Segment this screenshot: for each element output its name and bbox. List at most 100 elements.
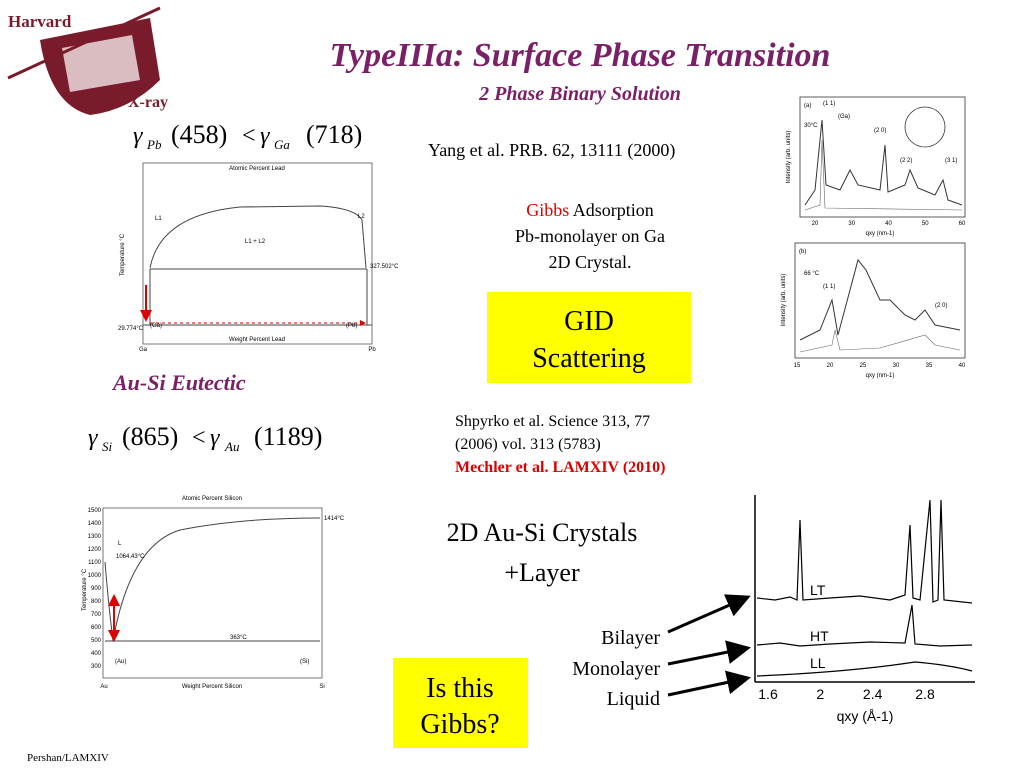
arrow — [667, 594, 751, 634]
tick-label: 25 — [860, 363, 867, 369]
footer: Pershan/LAMXIV — [27, 752, 109, 764]
region-label: (Si) — [300, 659, 309, 665]
layer-label: Liquid — [607, 688, 660, 710]
tick-label: 900 — [91, 586, 102, 592]
tick-labels: 15 20 25 30 35 40 — [794, 363, 966, 369]
peak-label: (2 2) — [900, 158, 912, 164]
region-label: (Ga) — [150, 323, 162, 329]
eq-symbol: γ — [88, 425, 98, 451]
box-text: GID — [564, 306, 614, 337]
layer-label: Bilayer — [601, 627, 660, 649]
phase-diagram: Atomic Percent Lead Weight Percent Lead … — [118, 162, 399, 353]
tick-label: 500 — [91, 638, 102, 644]
axis-title: Atomic Percent Lead — [229, 166, 285, 172]
panel-label: (b) — [799, 249, 806, 255]
end-label: Ga — [139, 347, 148, 353]
reference: (2006) vol. 313 (5783) — [455, 436, 601, 453]
peak-label: (2 0) — [935, 303, 947, 309]
xrd-figure: LT HT LL qxy (Å-1) 1.6 2 2.4 2.8 — [754, 495, 975, 724]
tick-label: 2 — [816, 686, 824, 702]
temp-label: 1064.43°C — [116, 554, 145, 560]
equation: γ Pb (458) < γ Ga (718) — [133, 120, 362, 152]
tick-label: 600 — [91, 625, 102, 631]
temp-label: 363°C — [230, 635, 247, 641]
eq-symbol: γ — [210, 425, 220, 451]
eq-symbol: γ — [260, 123, 270, 149]
eq-sub: Au — [224, 439, 240, 454]
tick-label: 30 — [848, 221, 855, 227]
region-label: L1 + L2 — [245, 239, 266, 245]
tick-label: 400 — [91, 651, 102, 657]
axis-title: Weight Percent Lead — [229, 337, 285, 343]
region-label: L2 — [358, 214, 365, 220]
eq-value: (458) — [171, 120, 227, 149]
axis-title: qxy (nm-1) — [866, 373, 895, 379]
eq-relation: < — [242, 123, 256, 149]
tick-label: 1500 — [88, 508, 102, 514]
tick-label: 2.8 — [915, 686, 935, 702]
equation: γ Si (865) < γ Au (1189) — [88, 422, 322, 454]
temp-label: 29.774°C — [118, 326, 144, 332]
eq-sub: Ga — [274, 137, 290, 152]
end-label: Au — [100, 684, 107, 690]
temp-label: 327.502°C — [370, 264, 399, 270]
box-text: Scattering — [532, 343, 646, 374]
peak-label: (Ga) — [838, 114, 850, 120]
tick-label: 800 — [91, 599, 102, 605]
axis-title: Temperature °C — [120, 233, 126, 276]
tick-label: 1200 — [88, 547, 102, 553]
gibbs-line: 2D Crystal. — [549, 252, 632, 272]
axis-title: Weight Percent Silicon — [182, 684, 242, 690]
axis-title: Intensity (arb. units) — [781, 274, 787, 327]
logo-top: Harvard — [8, 12, 72, 31]
peak-label: (1 1) — [823, 284, 835, 290]
curve-label: LT — [810, 582, 826, 598]
section-label: Au-Si Eutectic — [111, 370, 246, 395]
logo-bottom: X-ray — [128, 94, 168, 111]
panel-label: (a) — [804, 103, 811, 109]
peak-label: (1 1) — [823, 101, 835, 107]
tick-label: 30 — [893, 363, 900, 369]
reference: Mechler et al. LAMXIV (2010) — [455, 459, 665, 476]
peak-label: (2 0) — [874, 128, 886, 134]
eq-symbol: γ — [133, 123, 143, 149]
reference: Yang et al. PRB. 62, 13111 (2000) — [428, 140, 675, 161]
tick-label: 40 — [959, 363, 966, 369]
peak-label: (3 1) — [945, 158, 957, 164]
eq-sub: Si — [102, 439, 113, 454]
eq-value: (1189) — [254, 422, 322, 451]
gibbs-line: Gibbs Adsorption — [526, 200, 654, 220]
end-label: Si — [319, 684, 324, 690]
gibbs-rest: Adsorption — [573, 200, 654, 220]
title: TypeIIIa: Surface Phase Transition — [330, 37, 831, 74]
tick-label: 20 — [812, 221, 819, 227]
tick-label: 1300 — [88, 534, 102, 540]
tick-label: 50 — [922, 221, 929, 227]
box-text: Gibbs? — [420, 709, 499, 740]
tick-labels: 1.6 2 2.4 2.8 — [758, 686, 935, 702]
tick-label: 1100 — [88, 560, 102, 566]
callout-box — [393, 658, 528, 748]
region-label: L — [118, 541, 122, 547]
tick-label: 40 — [885, 221, 892, 227]
curve-label: HT — [810, 628, 829, 644]
curve-label: LL — [810, 655, 826, 671]
tick-label: 1400 — [88, 521, 102, 527]
tick-label: 2.4 — [863, 686, 883, 702]
axis-title: qxy (Å-1) — [837, 708, 894, 724]
tick-label: 20 — [827, 363, 834, 369]
arrow — [667, 670, 751, 697]
eq-sub: Pb — [146, 137, 162, 152]
callout-box — [487, 292, 691, 383]
gibbs-line: Pb-monolayer on Ga — [515, 226, 665, 246]
gid-panel: (b) 66 °C (1 1) (2 0) qxy (nm-1) Intensi… — [781, 242, 966, 379]
crystals-note: 2D Au-Si Crystals — [447, 518, 638, 547]
temp-label: 66 °C — [804, 271, 820, 277]
tick-labels: 20 30 40 50 60 — [812, 221, 966, 227]
phase-diagram: Atomic Percent Silicon Weight Percent Si… — [82, 496, 345, 690]
tick-label: 300 — [91, 664, 102, 670]
temp-label: 30°C — [804, 123, 818, 129]
layer-label: Monolayer — [572, 658, 660, 680]
subtitle: 2 Phase Binary Solution — [478, 83, 681, 105]
